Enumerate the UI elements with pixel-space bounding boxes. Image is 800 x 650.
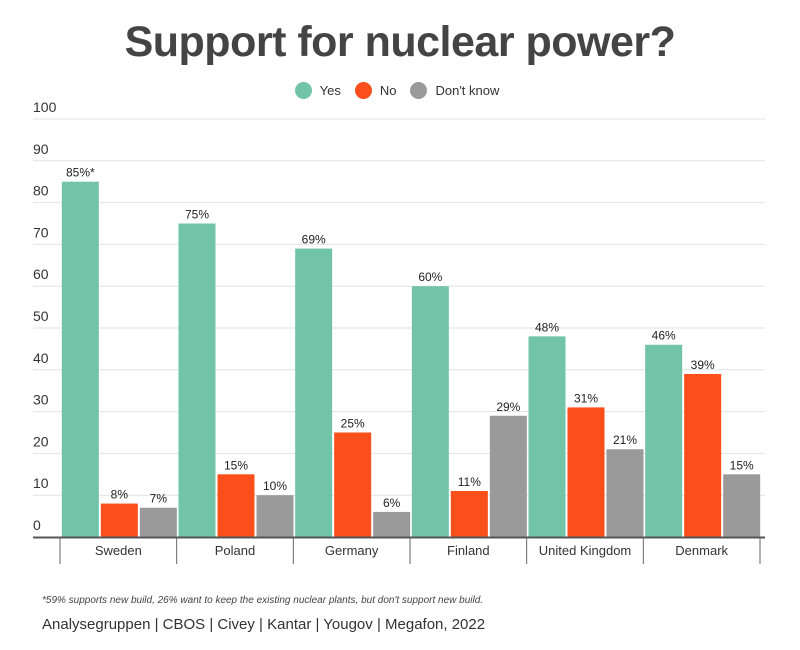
y-tick-label-10: 10 xyxy=(33,475,49,491)
bar-yes-germany xyxy=(295,248,333,537)
legend-item-dont-know: Don't know xyxy=(410,82,499,99)
data-label: 6% xyxy=(383,496,401,510)
bar-no-poland xyxy=(217,474,255,537)
data-label: 15% xyxy=(730,458,754,472)
data-label: 48% xyxy=(535,320,559,334)
y-tick-label-60: 60 xyxy=(33,266,49,282)
data-label: 21% xyxy=(613,433,637,447)
x-tick-label-sweden: Sweden xyxy=(95,543,142,558)
data-label: 46% xyxy=(652,329,676,343)
y-tick-label-0: 0 xyxy=(33,517,41,533)
data-label: 60% xyxy=(418,270,442,284)
footnote: *59% supports new build, 26% want to kee… xyxy=(42,595,484,606)
data-label: 15% xyxy=(224,458,248,472)
y-tick-label-70: 70 xyxy=(33,224,49,240)
data-label: 69% xyxy=(302,233,326,247)
legend-dot-no xyxy=(354,82,372,99)
legend: Yes No Don't know xyxy=(0,82,800,99)
legend-label-no: No xyxy=(379,83,397,98)
y-tick-label-20: 20 xyxy=(33,433,49,449)
data-label: 25% xyxy=(341,417,365,431)
x-tick-label-finland: Finland xyxy=(447,543,490,558)
bar-no-sweden xyxy=(100,503,138,537)
bar-yes-finland xyxy=(411,286,449,537)
y-tick-label-100: 100 xyxy=(33,99,57,115)
legend-dot-dont-know xyxy=(410,82,428,99)
bar-no-united-kingdom xyxy=(567,407,605,537)
x-tick-label-united-kingdom: United Kingdom xyxy=(539,543,632,558)
x-tick-label-denmark: Denmark xyxy=(675,543,728,558)
data-label: 29% xyxy=(496,400,520,414)
legend-dot-yes xyxy=(294,82,312,99)
legend-item-no: No xyxy=(354,82,397,99)
bar-don-t-know-united-kingdom xyxy=(606,449,644,537)
bar-no-denmark xyxy=(684,373,722,537)
bar-yes-united-kingdom xyxy=(528,336,566,537)
data-label: 8% xyxy=(111,488,129,502)
chart-title: Support for nuclear power? xyxy=(124,18,676,66)
data-label: 11% xyxy=(458,475,481,489)
bar-don-t-know-sweden xyxy=(139,507,177,537)
data-label: 10% xyxy=(263,479,287,493)
data-label: 39% xyxy=(691,358,715,372)
legend-label-yes: Yes xyxy=(319,83,341,98)
legend-item-yes: Yes xyxy=(294,82,341,99)
bar-don-t-know-poland xyxy=(256,495,294,537)
x-tick-label-poland: Poland xyxy=(215,543,255,558)
data-label: 7% xyxy=(150,492,168,506)
bar-don-t-know-denmark xyxy=(723,474,761,537)
bar-don-t-know-germany xyxy=(373,511,411,537)
data-label: 75% xyxy=(185,208,209,222)
y-tick-label-80: 80 xyxy=(33,183,49,199)
data-label: 31% xyxy=(574,391,598,405)
bar-no-germany xyxy=(334,432,372,537)
source-credit: Analysegruppen | CBOS | Civey | Kantar |… xyxy=(42,616,486,633)
data-label: 85%* xyxy=(66,166,95,180)
legend-label-dont-know: Don't know xyxy=(435,83,500,98)
bar-yes-poland xyxy=(178,223,216,537)
y-tick-label-30: 30 xyxy=(33,392,49,408)
y-tick-label-40: 40 xyxy=(33,350,49,366)
x-tick-label-germany: Germany xyxy=(325,543,379,558)
bar-no-finland xyxy=(450,491,488,537)
bar-yes-sweden xyxy=(61,181,99,537)
y-tick-label-50: 50 xyxy=(33,308,49,324)
bar-don-t-know-finland xyxy=(489,415,527,537)
bar-yes-denmark xyxy=(645,344,683,537)
y-tick-label-90: 90 xyxy=(33,141,49,157)
